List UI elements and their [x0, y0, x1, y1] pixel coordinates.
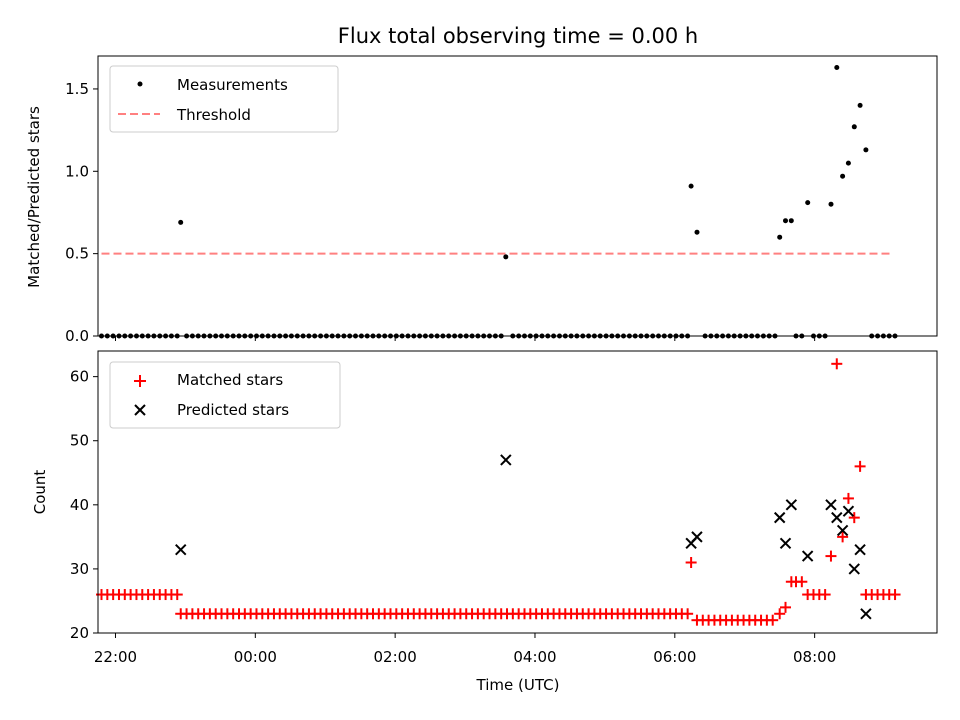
- x-tick-label: 08:00: [793, 648, 836, 666]
- matched-star-point: [837, 531, 849, 543]
- matched-star-point: [831, 358, 843, 370]
- matched-star-point: [682, 608, 694, 620]
- predicted-star-point: [801, 550, 814, 562]
- measurement-point: [694, 229, 700, 235]
- top-y-tick-label: 1.0: [65, 162, 89, 180]
- predicted-star-point: [175, 543, 187, 556]
- top-y-tick-label: 0.5: [65, 245, 89, 263]
- legend-threshold-label: Threshold: [176, 106, 251, 124]
- legend-predicted-label: Predicted stars: [177, 401, 289, 419]
- bottom-y-tick-label: 40: [70, 496, 89, 514]
- top-x-ticks: [114, 336, 816, 341]
- legend-predicted-marker: [134, 404, 146, 416]
- top-y-tick-label: 0.0: [65, 327, 89, 345]
- bottom-marks: [95, 358, 901, 626]
- matched-star-point: [780, 601, 792, 613]
- measurement-point: [828, 201, 834, 207]
- measurement-point: [845, 160, 851, 166]
- bottom-legend: Matched stars Predicted stars: [109, 361, 341, 429]
- predicted-star-point: [785, 499, 798, 511]
- measurement-point: [503, 254, 509, 260]
- top-y-ticks: 0.0 0.5 1.0 1.5: [65, 80, 98, 345]
- matched-star-point: [685, 557, 697, 568]
- measurement-point: [863, 147, 869, 153]
- top-legend: Measurements Threshold: [109, 65, 339, 133]
- matched-star-point: [889, 589, 901, 601]
- matched-star-point: [842, 492, 854, 504]
- x-tick-label: 00:00: [234, 648, 277, 666]
- predicted-star-point: [842, 505, 855, 517]
- matched-star-point: [796, 576, 808, 588]
- legend-measurements-label: Measurements: [177, 76, 288, 94]
- predicted-star-point: [500, 454, 512, 466]
- predicted-star-point: [831, 511, 843, 524]
- measurement-point: [178, 219, 184, 225]
- measurement-point: [834, 65, 840, 70]
- measurement-point: [857, 102, 863, 108]
- chart-title: Flux total observing time = 0.00 h: [338, 24, 698, 48]
- count-panel: Count Time (UTC) 20 30 40 50 60 22:00 00:00 02…: [31, 350, 938, 694]
- matched-star-point: [767, 614, 779, 626]
- legend-measurements-marker: [137, 81, 143, 87]
- ratio-panel: Matched/Predicted stars 0.0 0.5 1.0 1.5 Mea…: [25, 55, 938, 345]
- x-tick-label: 06:00: [653, 648, 696, 666]
- matched-star-point: [819, 589, 831, 601]
- measurement-point: [788, 218, 794, 224]
- bottom-y-tick-label: 20: [70, 624, 89, 642]
- bottom-y-tick-label: 50: [70, 432, 89, 450]
- measurement-point: [783, 218, 788, 224]
- predicted-star-point: [691, 531, 703, 543]
- bottom-legend-box: [109, 361, 341, 429]
- predicted-star-point: [773, 511, 786, 524]
- predicted-star-point: [825, 499, 837, 511]
- x-axis-label: Time (UTC): [476, 676, 560, 694]
- measurement-point: [840, 173, 846, 179]
- matched-star-point: [854, 460, 866, 472]
- x-tick-label: 02:00: [374, 648, 417, 666]
- bottom-x-ticks: 22:00 00:00 02:00 04:00 06:00 08:00: [94, 633, 836, 666]
- measurement-point: [851, 124, 857, 130]
- bottom-y-tick-label: 60: [70, 368, 89, 386]
- matched-star-point: [171, 589, 183, 601]
- top-y-axis-label: Matched/Predicted stars: [25, 106, 43, 288]
- x-tick-label: 22:00: [94, 648, 137, 666]
- top-legend-box: [109, 65, 339, 133]
- x-tick-label: 04:00: [513, 648, 556, 666]
- legend-matched-marker: [134, 375, 146, 387]
- predicted-star-point: [854, 543, 866, 556]
- matched-star-point: [774, 608, 786, 620]
- bottom-y-ticks: 20 30 40 50 60: [70, 368, 98, 642]
- predicted-star-point: [848, 563, 860, 575]
- predicted-star-point: [836, 524, 849, 537]
- top-plot-frame: [97, 55, 938, 337]
- matched-star-point: [848, 512, 860, 524]
- legend-matched-label: Matched stars: [177, 371, 283, 389]
- matched-star-point: [825, 550, 837, 562]
- bottom-y-tick-label: 30: [70, 560, 89, 578]
- measurement-point: [777, 234, 783, 240]
- bottom-plot-frame: [97, 350, 938, 634]
- top-y-tick-label: 1.5: [65, 80, 89, 98]
- measurement-point: [805, 200, 811, 206]
- measurement-point: [688, 183, 694, 189]
- predicted-star-point: [860, 608, 872, 620]
- predicted-star-point: [779, 537, 792, 549]
- bottom-y-axis-label: Count: [31, 470, 49, 515]
